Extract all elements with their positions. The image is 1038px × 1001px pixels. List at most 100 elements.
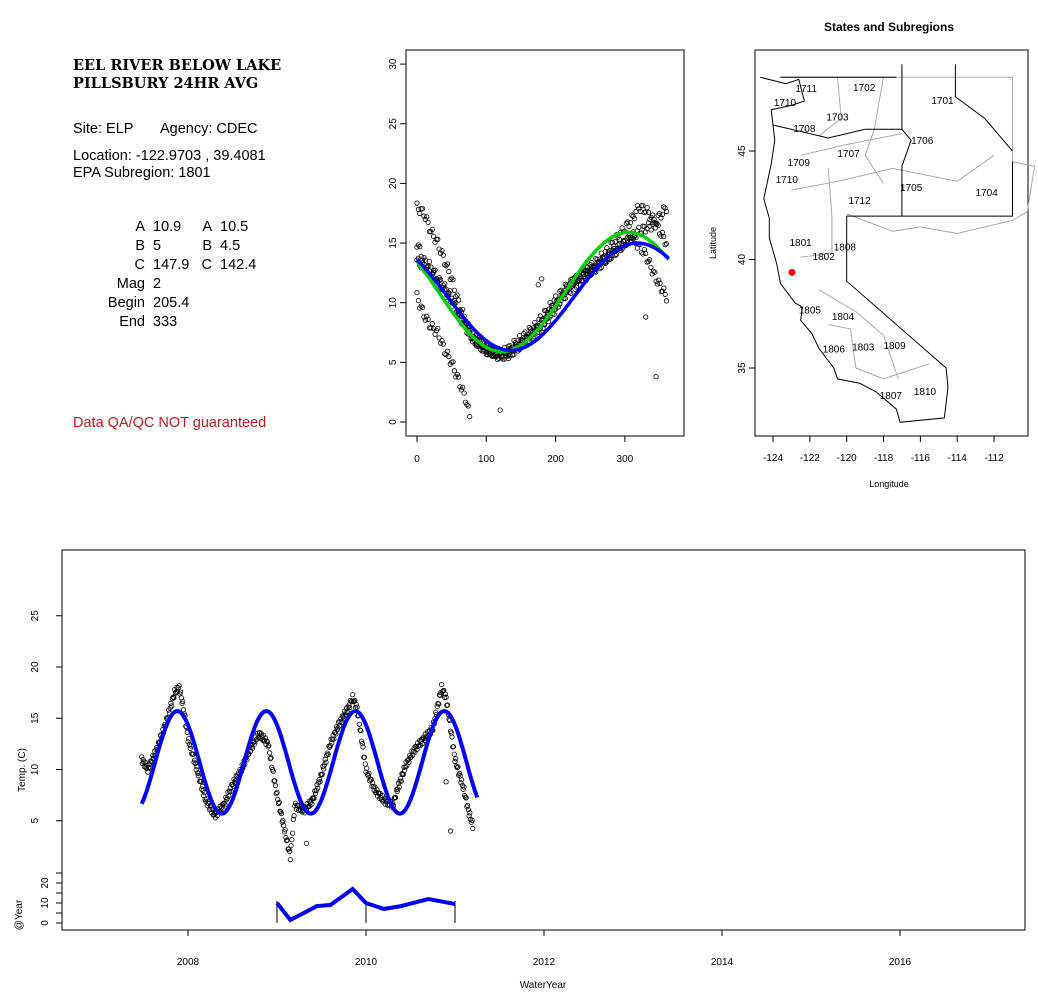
site-title-line1: EEL RIVER BELOW LAKE — [73, 57, 281, 74]
data-point — [192, 757, 198, 763]
y-tick-label: 15 — [388, 237, 399, 249]
data-point — [452, 758, 458, 765]
data-point — [661, 233, 667, 240]
data-point — [439, 681, 445, 688]
data-point — [461, 784, 467, 790]
region-label: 1809 — [883, 341, 906, 352]
data-point — [455, 374, 462, 380]
region-label: 1711 — [795, 84, 817, 95]
subregion-boundary — [828, 324, 930, 380]
x-tick-label: 2012 — [533, 957, 556, 968]
data-point — [546, 319, 552, 325]
data-point — [360, 744, 366, 750]
data-point — [447, 288, 453, 294]
data-point — [185, 739, 191, 745]
y-tick-label: 5 — [30, 818, 41, 824]
param-name: Begin — [108, 295, 145, 311]
data-point — [222, 802, 228, 808]
data-point — [398, 778, 404, 784]
data-point — [643, 229, 649, 235]
data-point — [460, 306, 466, 313]
subregion-boundary — [864, 77, 884, 184]
y-tick-label: 5 — [388, 359, 399, 365]
region-label: 1706 — [911, 136, 934, 147]
data-point — [551, 311, 557, 317]
data-point — [421, 314, 427, 320]
data-point — [287, 848, 293, 855]
data-point — [320, 763, 326, 770]
data-point — [321, 762, 328, 768]
region-label: 1703 — [826, 112, 849, 123]
data-point — [460, 384, 466, 390]
data-point — [309, 801, 315, 807]
epa-subregion: EPA Subregion: 1801 — [73, 165, 211, 181]
x-tick-label: -122 — [800, 453, 820, 464]
data-point — [414, 289, 420, 296]
region-label: 1707 — [837, 149, 860, 160]
data-point — [467, 810, 473, 816]
subregion-boundary — [818, 289, 899, 380]
data-point — [646, 257, 653, 263]
data-point — [432, 239, 438, 245]
region-label: 1710 — [776, 175, 799, 186]
data-point — [449, 734, 455, 740]
data-point — [354, 704, 360, 710]
data-point — [195, 773, 201, 779]
subregion-boundary — [780, 76, 1036, 235]
x-tick-label: -124 — [763, 453, 783, 464]
data-point — [654, 220, 660, 226]
y-tick-label: 10 — [388, 297, 399, 309]
data-point — [311, 795, 317, 802]
subregion-map: States and Subregions -124 -122 -120 -118 -11… — [708, 20, 1036, 489]
data-point — [366, 770, 372, 777]
data-point — [616, 241, 622, 247]
data-point — [456, 770, 463, 777]
outlier-point — [643, 314, 649, 320]
data-point — [436, 701, 442, 707]
data-point — [453, 756, 459, 762]
data-point — [276, 799, 282, 805]
data-point — [446, 268, 452, 275]
data-point — [402, 767, 408, 773]
data-point — [663, 241, 670, 247]
data-point — [425, 219, 431, 225]
data-point — [315, 785, 321, 791]
seasonal-plot: 0 100 200 300 0 5 10 15 20 25 30 — [388, 49, 685, 465]
data-point — [278, 810, 285, 817]
data-point — [270, 768, 276, 774]
region-label: 1803 — [852, 342, 875, 353]
x-tick-label: 300 — [617, 454, 634, 465]
param-value: 147.9 — [153, 257, 189, 273]
data-point — [221, 801, 227, 807]
data-point — [264, 738, 270, 744]
data-point — [396, 784, 402, 790]
data-point — [272, 783, 279, 789]
data-point — [404, 763, 410, 769]
data-point — [429, 321, 435, 327]
data-point — [459, 782, 466, 789]
data-point — [451, 368, 458, 374]
data-point — [662, 205, 668, 211]
data-point — [659, 288, 666, 294]
data-point — [353, 702, 359, 708]
outlier-point — [443, 779, 449, 785]
state-border — [954, 64, 1013, 152]
region-label: 1702 — [853, 83, 876, 94]
data-point — [291, 813, 297, 819]
info-panel: EEL RIVER BELOW LAKE PILLSBURY 24HR AVG … — [73, 57, 281, 431]
data-point — [465, 403, 471, 409]
region-label: 1708 — [793, 124, 816, 135]
data-point — [226, 793, 232, 799]
data-point — [436, 335, 442, 341]
region-label: 1701 — [931, 96, 954, 107]
data-point — [168, 700, 174, 706]
data-point — [454, 292, 460, 298]
region-label: 1705 — [900, 183, 923, 194]
data-point — [657, 280, 663, 286]
state-border — [759, 76, 1013, 423]
data-point — [254, 736, 260, 742]
data-point — [394, 788, 400, 795]
data-point — [457, 384, 463, 390]
data-point — [333, 731, 339, 737]
data-point — [454, 371, 460, 378]
